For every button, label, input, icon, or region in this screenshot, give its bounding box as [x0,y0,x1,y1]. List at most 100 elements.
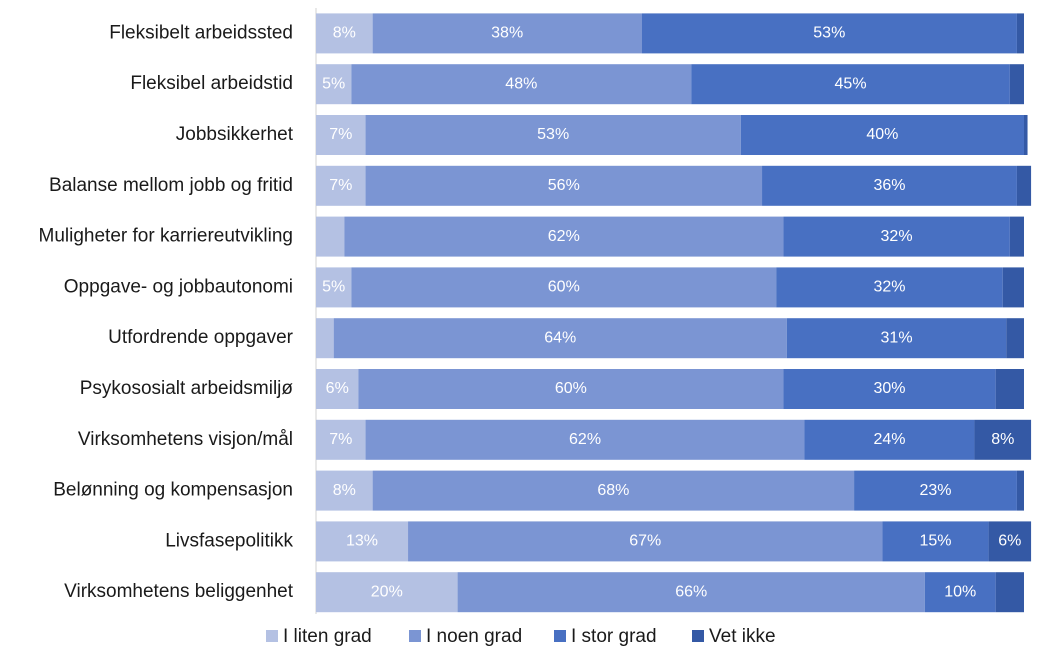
data-label: 48% [505,75,537,92]
bar-segment [316,165,366,206]
category-label: Psykososialt arbeidsmiljø [80,378,294,399]
category-label: Jobbsikkerhet [176,124,294,145]
bar-segment [316,572,458,613]
bar-segment [316,216,345,257]
bar-segment [1016,13,1024,54]
data-label: 6% [326,380,349,397]
data-label: 60% [548,279,580,296]
data-label: 8% [333,482,356,499]
data-label: 40% [866,126,898,143]
data-label: 7% [329,126,352,143]
bar-segment [372,13,642,54]
bar-segment [974,419,1032,460]
bar-segment [457,572,925,613]
legend-swatch [409,630,421,642]
bar-segment [365,419,805,460]
data-label: 13% [346,533,378,550]
bar-segment [351,267,777,308]
bar-segment [316,419,366,460]
bar-segment [408,521,883,562]
category-label: Livsfasepolitikk [165,530,293,551]
bar-segment [804,419,975,460]
data-label: 62% [569,431,601,448]
data-label: 8% [991,431,1014,448]
legend-label: I liten grad [283,626,372,647]
bar-segment [1024,115,1028,155]
data-label: 8% [333,25,356,42]
bar-segment [691,64,1010,105]
bar-segment [988,521,1032,562]
data-label: 31% [881,329,913,346]
data-label: 10% [944,583,976,600]
category-label: Utfordrende oppgaver [108,327,294,348]
bar-segment [995,572,1024,613]
bar-segment [316,369,359,409]
data-label: 38% [491,25,523,42]
bar-segment [1016,165,1032,206]
bar-segment [786,318,1007,359]
category-label: Fleksibelt arbeidssted [109,22,293,43]
data-label: 7% [329,431,352,448]
data-label: 30% [873,380,905,397]
bar-segment [365,115,741,155]
bar-segment [783,216,1010,257]
bar-segment [776,267,1003,308]
data-label: 32% [881,228,913,245]
data-label: 64% [544,329,576,346]
bar-segment [316,13,373,54]
legend-swatch [554,630,566,642]
bar-segment [1009,64,1024,105]
data-label: 5% [322,75,345,92]
data-label: 53% [813,25,845,42]
bar-segment [316,115,366,155]
bar-segment [316,318,334,359]
bar-segment [316,267,352,308]
bar-segment [995,369,1024,409]
category-label: Balanse mellom jobb og fritid [49,175,293,196]
legend-label: I stor grad [571,626,657,647]
bar-segment [762,165,1017,206]
legend-label: Vet ikke [709,626,776,647]
data-label: 36% [873,177,905,194]
bar-segment [1009,216,1024,257]
bar-segment [351,64,692,105]
bar-segment [333,318,787,359]
category-label: Fleksibel arbeidstid [130,73,293,94]
bar-segment [372,470,855,511]
legend-swatch [266,630,278,642]
data-label: 6% [998,533,1021,550]
data-label: 45% [835,75,867,92]
bar-segment [358,369,784,409]
bar-segment [740,115,1024,155]
category-label: Oppgave- og jobbautonomi [64,276,293,297]
bar-segment [344,216,784,257]
bar-segment [316,470,373,511]
data-label: 56% [548,177,580,194]
bar-segment [316,64,352,105]
data-label: 62% [548,228,580,245]
data-label: 20% [371,583,403,600]
data-label: 23% [919,482,951,499]
data-label: 15% [919,533,951,550]
data-label: 67% [629,533,661,550]
bar-segment [882,521,989,562]
data-label: 66% [675,583,707,600]
bar-segment [924,572,996,613]
bar-segment [854,470,1017,511]
data-label: 24% [873,431,905,448]
category-label: Muligheter for karriereutvikling [39,226,294,247]
bar-segment [316,521,409,562]
data-label: 60% [555,380,587,397]
bar-segment [365,165,763,206]
category-label: Virksomhetens visjon/mål [78,429,293,450]
data-label: 53% [537,126,569,143]
data-label: 7% [329,177,352,194]
bar-segment [1002,267,1024,308]
bar-segment [783,369,996,409]
data-label: 68% [597,482,629,499]
category-label: Virksomhetens beliggenhet [64,581,294,602]
legend-label: I noen grad [426,626,522,647]
data-label: 5% [322,279,345,296]
legend-swatch [692,630,704,642]
